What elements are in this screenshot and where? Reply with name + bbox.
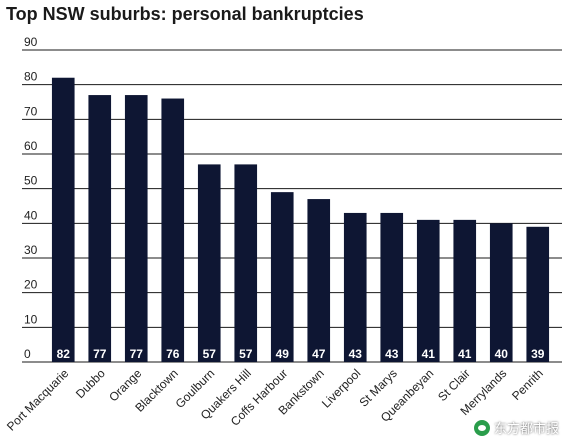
- y-tick-label: 0: [24, 347, 31, 361]
- y-axis-ticks: 0 10 20 30 40 50 60 70 80 90: [24, 35, 38, 361]
- data-label: 41: [458, 347, 472, 361]
- bar: [197, 164, 221, 362]
- bar: [270, 192, 294, 362]
- data-label: 57: [239, 347, 253, 361]
- y-tick-label: 40: [24, 208, 38, 222]
- data-label: 43: [385, 347, 399, 361]
- data-label: 39: [531, 347, 545, 361]
- data-label: 57: [203, 347, 217, 361]
- bar: [88, 95, 112, 363]
- data-label: 82: [57, 347, 71, 361]
- bar: [489, 223, 513, 362]
- y-tick-label: 70: [24, 104, 38, 118]
- data-label: 76: [166, 347, 180, 361]
- y-tick-label: 50: [24, 174, 38, 188]
- y-tick-label: 80: [24, 70, 38, 84]
- y-tick-label: 10: [24, 312, 38, 326]
- data-label: 49: [276, 347, 290, 361]
- bar: [416, 219, 440, 362]
- bar: [124, 95, 148, 363]
- data-label: 77: [130, 347, 144, 361]
- bar: [343, 212, 367, 362]
- wechat-icon: [473, 419, 490, 436]
- bar: [51, 77, 75, 362]
- x-tick-label: Penrith: [509, 366, 546, 403]
- bar: [307, 199, 331, 362]
- x-tick-label: Dubbo: [73, 366, 108, 401]
- data-label: 77: [93, 347, 107, 361]
- bar: [161, 98, 185, 363]
- bar: [453, 219, 477, 362]
- bar: [380, 212, 404, 362]
- y-tick-label: 90: [24, 35, 38, 49]
- watermark-text: 东方都市报: [493, 422, 559, 437]
- data-label: 40: [495, 347, 509, 361]
- bar: [526, 226, 550, 362]
- bars: [51, 77, 550, 363]
- data-label: 47: [312, 347, 326, 361]
- bar: [234, 164, 258, 362]
- y-tick-label: 20: [24, 278, 38, 292]
- chart-title: Top NSW suburbs: personal bankruptcies: [6, 4, 364, 24]
- data-label: 43: [349, 347, 363, 361]
- x-tick-label: Liverpool: [319, 366, 363, 410]
- y-tick-label: 30: [24, 243, 38, 257]
- watermark: 东方都市报: [473, 418, 559, 437]
- data-label: 41: [422, 347, 436, 361]
- data-labels: 82 77 77 76 57 57 49 47 43 43 41 41 40 39: [57, 347, 545, 361]
- y-tick-label: 60: [24, 139, 38, 153]
- x-tick-label: Port Macquarie: [4, 366, 72, 434]
- x-axis-ticks: Port Macquarie DubboOrangeBlacktownGoulbu…: [4, 366, 546, 434]
